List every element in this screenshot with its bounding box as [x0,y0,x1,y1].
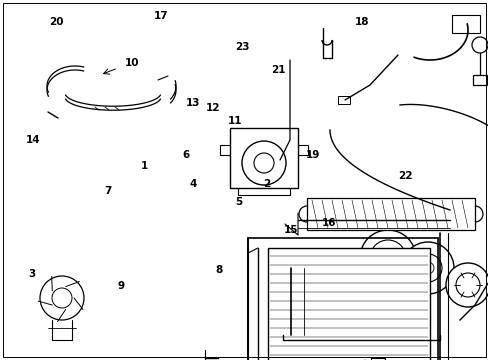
Bar [306,198,474,230]
Text: 11: 11 [227,116,242,126]
Text: 3: 3 [28,269,35,279]
Circle shape [242,141,285,185]
Circle shape [413,254,441,282]
Text: 22: 22 [398,171,412,181]
Text: 17: 17 [154,11,168,21]
Text: 12: 12 [205,103,220,113]
Circle shape [471,37,487,53]
Bar [267,248,429,360]
Circle shape [401,242,453,294]
Circle shape [455,273,479,297]
Text: 23: 23 [234,42,249,52]
Circle shape [369,240,405,276]
Circle shape [253,153,273,173]
Text: 8: 8 [215,265,222,275]
Bar [370,358,384,360]
Circle shape [421,262,433,274]
Text: 2: 2 [263,179,269,189]
Text: 19: 19 [305,150,320,160]
Text: 6: 6 [182,150,189,160]
Text: 15: 15 [283,225,298,235]
Text: 16: 16 [321,218,335,228]
Circle shape [359,230,415,286]
Circle shape [445,263,488,307]
Text: 9: 9 [118,281,124,291]
Text: 21: 21 [271,65,285,75]
Text: 10: 10 [124,58,139,68]
Text: 7: 7 [103,186,111,196]
Text: 1: 1 [141,161,147,171]
Bar [451,15,479,33]
Circle shape [379,250,395,266]
Text: 5: 5 [235,197,242,207]
Bar [472,75,486,85]
Text: 13: 13 [185,98,200,108]
Text: 4: 4 [189,179,197,189]
Text: 14: 14 [26,135,41,145]
Text: 20: 20 [49,17,63,27]
Bar [337,96,349,104]
Bar [229,128,297,188]
Text: 18: 18 [354,17,368,27]
Circle shape [40,276,84,320]
Circle shape [52,288,72,308]
